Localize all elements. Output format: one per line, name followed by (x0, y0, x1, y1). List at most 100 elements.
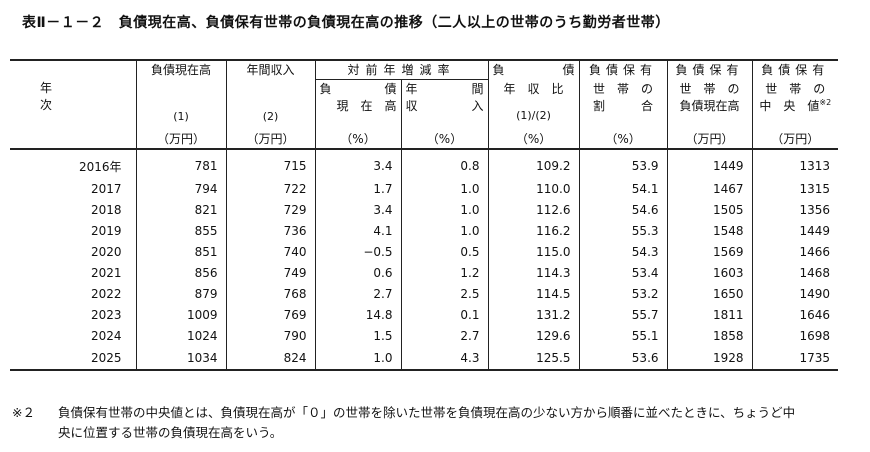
share-unit: （%） (578, 130, 668, 150)
ratio-cell: 114.5 (487, 283, 580, 304)
holder-debt-cell: 1603 (666, 262, 753, 283)
debt-change-cell: 0.6 (314, 262, 401, 283)
ratio-cell: 129.6 (487, 325, 580, 346)
holder-debt-cell: 1928 (666, 346, 753, 371)
median-unit: （万円） (751, 130, 839, 150)
share-cell: 55.3 (578, 220, 668, 241)
income-change-cell: 2.5 (400, 283, 489, 304)
median-footnote-mark: ※2 (819, 97, 832, 107)
income-change-cell: 1.0 (400, 199, 489, 220)
median-cell: 1735 (751, 346, 839, 371)
table-row: 2022 879 768 2.7 2.5 114.5 53.2 1650 1490 (10, 283, 839, 304)
table-body: 2016年 781 715 3.4 0.8 109.2 53.9 1449 1313 2017 79… (10, 149, 839, 371)
debt-change-cell: 2.7 (314, 283, 401, 304)
table-row: 2019 855 736 4.1 1.0 116.2 55.3 1548 1449 (10, 220, 839, 241)
holder-debt-cell: 1569 (666, 241, 753, 262)
table-row: 2017 794 722 1.7 1.0 110.0 54.1 1467 1315 (10, 178, 839, 199)
income-change-cell: 1.2 (400, 262, 489, 283)
debt-cell: 794 (135, 178, 226, 199)
income-change-cell: 1.0 (400, 178, 489, 199)
income-cell: 740 (225, 241, 315, 262)
ratio-cell: 116.2 (487, 220, 580, 241)
footnote-mark: ※２ (12, 405, 35, 420)
debt-change-cell: 3.4 (314, 149, 401, 178)
median-cell: 1313 (751, 149, 839, 178)
year-cell: 2020 (90, 244, 122, 259)
share-cell: 54.1 (578, 178, 668, 199)
table-row: 2016年 781 715 3.4 0.8 109.2 53.9 1449 1313 (10, 149, 839, 178)
income-cell: 715 (225, 149, 315, 178)
share-cell: 55.7 (578, 304, 668, 325)
income-header: 年間収入 (225, 59, 315, 80)
ratio-cell: 115.0 (487, 241, 580, 262)
holder-debt-cell: 1858 (666, 325, 753, 346)
share-header: 世 帯 の 割 合 (578, 79, 668, 130)
debt-change-cell: 14.8 (314, 304, 401, 325)
ratio-header: 年 収 比 (1)/(2) (487, 79, 580, 130)
debt-change-cell: 4.1 (314, 220, 401, 241)
median-header: 世 帯 の 中 央 値※2 (751, 79, 839, 130)
debt-cell: 1034 (135, 346, 226, 371)
income-change-header: 年間 収入 (400, 79, 489, 130)
debt-change-header: 負債 現 在 高 (314, 79, 401, 130)
ratio-cell: 110.0 (487, 178, 580, 199)
footnote: ※２ 負債保有世帯の中央値とは、負債現在高が「０」の世帯を除いた世帯を負債現在高… (12, 403, 802, 443)
income-change-cell: 0.8 (400, 149, 489, 178)
income-cell: 824 (225, 346, 315, 371)
income-unit: （万円） (225, 130, 315, 150)
income-cell: 729 (225, 199, 315, 220)
table-row: 2024 1024 790 1.5 2.7 129.6 55.1 1858 1698 (10, 325, 839, 346)
debt-cell: 1009 (135, 304, 226, 325)
share-header-top: 負債保有 (578, 59, 668, 80)
year-cell: 2018 (90, 202, 122, 217)
table-title: 表Ⅱ－１－２ 負債現在高、負債保有世帯の負債現在高の推移（二人以上の世帯のうち勤… (22, 15, 670, 31)
table-row: 2020 851 740 −0.5 0.5 115.0 54.3 1569 1466 (10, 241, 839, 262)
debt-cell: 856 (135, 262, 226, 283)
debt-change-cell: 1.0 (314, 346, 401, 371)
debt-change-cell: 3.4 (314, 199, 401, 220)
income-cell: 768 (225, 283, 315, 304)
income-change-cell: 0.1 (400, 304, 489, 325)
debt-change-cell: −0.5 (314, 241, 401, 262)
share-cell: 55.1 (578, 325, 668, 346)
debt-cell: 851 (135, 241, 226, 262)
debt-cell: 821 (135, 199, 226, 220)
share-cell: 54.3 (578, 241, 668, 262)
debt-cell: 855 (135, 220, 226, 241)
ratio-cell: 131.2 (487, 304, 580, 325)
debt-change-cell: 1.5 (314, 325, 401, 346)
median-header-top: 負債保有 (751, 59, 839, 80)
year-cell: 2021 (90, 265, 122, 280)
income-change-unit: （%） (400, 130, 489, 150)
holder-debt-unit: （万円） (666, 130, 753, 150)
holder-debt-cell: 1548 (666, 220, 753, 241)
income-change-cell: 1.0 (400, 220, 489, 241)
income-change-cell: 0.5 (400, 241, 489, 262)
median-cell: 1356 (751, 199, 839, 220)
income-cell: 722 (225, 178, 315, 199)
income-cell: 736 (225, 220, 315, 241)
share-cell: 54.6 (578, 199, 668, 220)
median-cell: 1468 (751, 262, 839, 283)
ratio-cell: 109.2 (487, 149, 580, 178)
income-cell: 769 (225, 304, 315, 325)
footnote-text: 負債保有世帯の中央値とは、負債現在高が「０」の世帯を除いた世帯を負債現在高の少な… (58, 405, 796, 440)
ratio-cell: 125.5 (487, 346, 580, 371)
year-cell: 2022 (90, 286, 122, 301)
debt-num-label: (1) (135, 79, 226, 130)
holder-debt-cell: 1505 (666, 199, 753, 220)
share-cell: 53.9 (578, 149, 668, 178)
holder-debt-cell: 1650 (666, 283, 753, 304)
year-unit-blank (10, 130, 136, 150)
income-cell: 749 (225, 262, 315, 283)
table-row: 2021 856 749 0.6 1.2 114.3 53.4 1603 1468 (10, 262, 839, 283)
table-row: 2018 821 729 3.4 1.0 112.6 54.6 1505 1356 (10, 199, 839, 220)
share-cell: 53.6 (578, 346, 668, 371)
holder-debt-cell: 1449 (666, 149, 753, 178)
median-cell: 1490 (751, 283, 839, 304)
ratio-cell: 114.3 (487, 262, 580, 283)
year-cell: 2025 (10, 346, 136, 371)
table-row: 2025 1034 824 1.0 4.3 125.5 53.6 1928 1735 (10, 346, 839, 371)
year-cell: 2024 (90, 328, 122, 343)
debt-change-unit: （%） (314, 130, 401, 150)
